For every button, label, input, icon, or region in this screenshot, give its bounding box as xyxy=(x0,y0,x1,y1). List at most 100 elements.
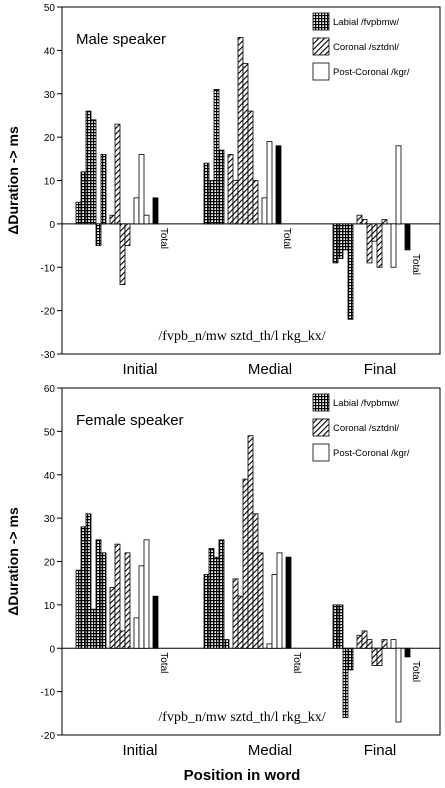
bar-labial xyxy=(203,574,210,649)
bar-postcoronal xyxy=(266,643,273,649)
bar-postcoronal xyxy=(138,565,145,649)
bar-coronal xyxy=(242,478,249,649)
bar-labial xyxy=(85,513,92,649)
x-tick-label-final: Final xyxy=(364,742,397,759)
bar-coronal xyxy=(119,630,126,649)
bar-labial xyxy=(95,223,102,246)
bar-coronal xyxy=(247,435,254,649)
bar-labial xyxy=(75,569,82,649)
bar-coronal xyxy=(119,223,126,285)
x-axis-title: Position in word xyxy=(184,767,301,784)
y-tick-label: 20 xyxy=(44,558,56,569)
phoneme-line: /fvpb_n/mw sztd_th/l rkg_kx/ xyxy=(158,710,325,725)
bar-labial xyxy=(332,604,339,649)
female-speaker-chart: -20 -10 0 10 20 30 40 50 60 ΔDuration -> ms Female… xyxy=(5,384,441,759)
bar-postcoronal xyxy=(395,647,402,723)
y-tick-label: 50 xyxy=(44,427,56,438)
y-tick-label: -20 xyxy=(41,307,56,318)
bar-coronal xyxy=(124,223,131,246)
bar-postcoronal xyxy=(276,552,283,649)
x-tick-label-final: Final xyxy=(364,361,397,378)
bar-coronal xyxy=(361,219,368,225)
legend-label-postcoronal: Post-Coronal /kgr/ xyxy=(333,67,410,78)
bar-coronal xyxy=(371,647,378,667)
bar-labial xyxy=(218,149,225,225)
total-label: Total xyxy=(291,652,302,673)
bar-postcoronal xyxy=(143,539,150,649)
legend-swatch-labial xyxy=(312,12,330,31)
bar-labial xyxy=(95,539,102,649)
y-tick-label: 0 xyxy=(49,644,55,655)
bar-total xyxy=(404,647,411,658)
legend-swatch-postcoronal xyxy=(312,443,330,462)
bar-labial xyxy=(75,201,82,225)
bar-postcoronal xyxy=(143,214,150,225)
bar-labial xyxy=(223,639,230,649)
bar-labial xyxy=(213,89,220,225)
bar-labial xyxy=(337,604,344,649)
bar-labial xyxy=(218,539,225,649)
y-tick-label: 50 xyxy=(44,3,56,14)
bar-postcoronal xyxy=(271,574,278,649)
y-tick-label: 0 xyxy=(49,220,55,231)
bar-coronal xyxy=(356,634,363,649)
bar-postcoronal xyxy=(133,617,140,649)
panel-title: Female speaker xyxy=(76,412,184,429)
bar-coronal xyxy=(376,647,383,667)
bar-coronal xyxy=(366,639,373,649)
legend-swatch-coronal xyxy=(312,37,330,56)
bar-coronal xyxy=(232,578,239,649)
panel-title: Male speaker xyxy=(76,31,166,48)
legend-label-coronal: Coronal /sztdnl/ xyxy=(333,42,399,53)
bar-labial xyxy=(100,154,107,225)
x-tick-label-initial: Initial xyxy=(122,742,157,759)
total-label: Total xyxy=(158,652,169,673)
bar-postcoronal xyxy=(390,223,397,268)
total-label: Total xyxy=(410,661,421,682)
total-label: Total xyxy=(410,254,421,275)
y-tick-label: 30 xyxy=(44,90,56,101)
bar-total xyxy=(404,223,411,251)
x-tick-label-initial: Initial xyxy=(122,361,157,378)
legend-label-coronal: Coronal /sztdnl/ xyxy=(333,423,399,434)
bar-labial xyxy=(213,556,220,649)
bar-labial xyxy=(203,162,210,225)
bar-postcoronal xyxy=(390,639,397,649)
bar-labial xyxy=(347,647,354,671)
y-tick-label: 10 xyxy=(44,601,56,612)
bar-coronal xyxy=(114,123,121,225)
y-axis-title: ΔDuration -> ms xyxy=(5,126,21,235)
total-label: Total xyxy=(281,228,292,249)
y-tick-label: 60 xyxy=(44,384,56,395)
bar-total xyxy=(152,197,159,225)
bar-coronal xyxy=(232,180,239,225)
bar-postcoronal xyxy=(261,197,268,225)
y-tick-label: 20 xyxy=(44,133,56,144)
bar-postcoronal xyxy=(395,145,402,225)
y-tick-label: 40 xyxy=(44,471,56,482)
bar-labial xyxy=(342,223,349,251)
legend-swatch-labial xyxy=(312,393,330,412)
bar-coronal xyxy=(381,219,388,225)
bar-coronal xyxy=(257,552,264,649)
bar-coronal xyxy=(109,214,116,225)
bar-coronal xyxy=(114,543,121,649)
bar-labial xyxy=(90,608,97,649)
bar-postcoronal xyxy=(133,197,140,225)
bar-total xyxy=(275,145,282,225)
bar-coronal xyxy=(381,639,388,649)
total-label: Total xyxy=(158,228,169,249)
bar-labial xyxy=(100,552,107,649)
y-tick-label: -10 xyxy=(41,263,56,274)
y-tick-label: 30 xyxy=(44,514,56,525)
bar-labial xyxy=(342,647,349,719)
bar-coronal xyxy=(371,223,378,242)
bar-coronal xyxy=(356,214,363,225)
bar-coronal xyxy=(237,36,244,225)
y-tick-label: -10 xyxy=(41,688,56,699)
legend-label-labial: Labial /fvpbmw/ xyxy=(333,398,399,409)
bar-labial xyxy=(347,223,354,320)
y-axis-title: ΔDuration -> ms xyxy=(5,507,21,616)
bar-labial xyxy=(208,180,215,225)
